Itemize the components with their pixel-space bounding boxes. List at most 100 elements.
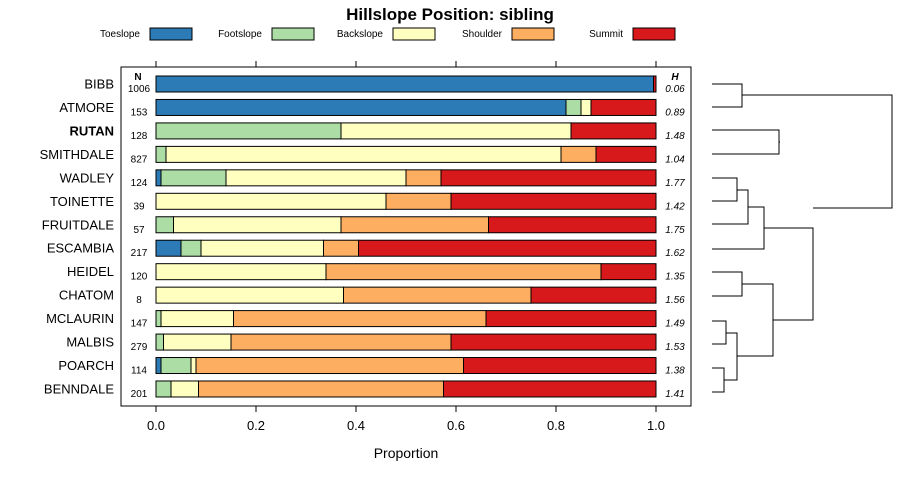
dendrogram-wadley-toinette xyxy=(712,177,738,202)
bar-poarch-summit xyxy=(463,357,657,375)
bar-poarch-shoulder xyxy=(195,357,464,375)
bar-smithdale-shoulder xyxy=(560,145,597,163)
category-label-poarch: POARCH xyxy=(58,358,114,373)
bar-escambia-summit xyxy=(358,239,657,257)
category-label-rutan: RUTAN xyxy=(69,123,114,138)
h-label-poarch: 1.38 xyxy=(665,366,685,377)
n-label-benndale: 201 xyxy=(131,389,148,400)
n-label-chatom: 8 xyxy=(136,295,142,306)
bar-malbis-backslope xyxy=(163,333,232,351)
h-label-chatom: 1.56 xyxy=(665,295,685,306)
dendrogram-fruitdale xyxy=(712,189,749,225)
legend-swatch-shoulder xyxy=(511,27,555,41)
h-label-atmore: 0.89 xyxy=(665,107,685,118)
legend-label-footslope: Footslope xyxy=(218,29,262,40)
bars xyxy=(155,75,657,398)
n-label-mclaurin: 147 xyxy=(131,319,148,330)
x-tick-label-0: 0.0 xyxy=(147,418,165,433)
bar-malbis-shoulder xyxy=(230,333,452,351)
bar-benndale-backslope xyxy=(170,380,199,398)
n-label-toinette: 39 xyxy=(133,201,145,212)
legend: Toeslope Footslope Backslope Shoulder Summit xyxy=(100,27,676,41)
category-label-smithdale: SMITHDALE xyxy=(40,147,115,162)
h-label-benndale: 1.41 xyxy=(665,389,684,400)
bar-toinette-summit xyxy=(450,192,657,210)
n-label-poarch: 114 xyxy=(131,366,147,377)
n-label-atmore: 153 xyxy=(131,107,148,118)
bar-chatom-shoulder xyxy=(343,286,532,304)
bar-wadley-footslope xyxy=(160,169,227,187)
x-tick-label-1: 0.2 xyxy=(247,418,265,433)
x-axis: 0.0 0.2 0.4 0.6 0.8 1.0 xyxy=(147,61,665,433)
category-label-fruitdale: FRUITDALE xyxy=(42,217,115,232)
category-label-benndale: BENNDALE xyxy=(44,381,114,396)
category-label-escambia: ESCAMBIA xyxy=(47,241,115,256)
bar-wadley-summit xyxy=(440,169,657,187)
h-label-escambia: 1.62 xyxy=(665,248,685,259)
bar-smithdale-footslope xyxy=(155,145,167,163)
bar-toinette-shoulder xyxy=(385,192,452,210)
legend-label-toeslope: Toeslope xyxy=(100,29,140,40)
bar-malbis-footslope xyxy=(155,333,164,351)
plot-panel xyxy=(120,66,692,407)
dendrogram-bibb-atmore xyxy=(712,83,743,108)
bar-escambia-footslope xyxy=(180,239,202,257)
bar-bibb-toeslope xyxy=(155,75,654,93)
category-labels: BIBB ATMORE RUTAN SMITHDALE WADLEY TOINETTE FR… xyxy=(40,77,115,397)
h-label-heidel: 1.35 xyxy=(665,272,685,283)
legend-label-backslope: Backslope xyxy=(337,29,384,40)
bar-malbis-summit xyxy=(450,333,657,351)
bar-poarch-footslope xyxy=(160,357,192,375)
n-labels: 1006 153 128 827 124 39 57 217 120 8 147 279 114 201 xyxy=(128,84,151,400)
dendrogram-mclaurin-malbis xyxy=(712,320,727,345)
h-labels: 0.06 0.89 1.48 1.04 1.77 1.42 1.75 1.62 1.35 1.56… xyxy=(665,84,685,400)
category-label-chatom: CHATOM xyxy=(59,288,114,303)
n-label-fruitdale: 57 xyxy=(133,225,145,236)
category-label-heidel: HEIDEL xyxy=(67,264,114,279)
h-label-toinette: 1.42 xyxy=(665,201,685,212)
h-label-rutan: 1.48 xyxy=(665,131,685,142)
bar-atmore-footslope xyxy=(565,98,582,116)
bar-escambia-shoulder xyxy=(323,239,359,257)
category-label-bibb: BIBB xyxy=(84,77,114,92)
bar-atmore-toeslope xyxy=(155,98,567,116)
h-label-malbis: 1.53 xyxy=(665,342,685,353)
x-axis-title: Proportion xyxy=(374,445,439,461)
n-label-rutan: 128 xyxy=(131,131,148,142)
bar-rutan-summit xyxy=(570,122,657,140)
bar-bibb-summit xyxy=(653,75,657,93)
legend-swatch-footslope xyxy=(271,27,315,41)
bar-wadley-backslope xyxy=(225,169,407,187)
bar-mclaurin-shoulder xyxy=(233,310,487,328)
legend-swatch-backslope xyxy=(392,27,436,41)
bar-rutan-footslope xyxy=(155,122,342,140)
legend-label-shoulder: Shoulder xyxy=(462,29,503,40)
h-label-mclaurin: 1.49 xyxy=(665,319,685,330)
h-label-fruitdale: 1.75 xyxy=(665,225,685,236)
dendrogram-heidel-chatom xyxy=(712,271,743,297)
bar-mclaurin-footslope xyxy=(155,310,162,328)
bar-heidel-shoulder xyxy=(325,263,602,281)
n-label-escambia: 217 xyxy=(131,248,148,259)
category-label-atmore: ATMORE xyxy=(59,100,114,115)
bar-benndale-summit xyxy=(443,380,657,398)
h-label-wadley: 1.77 xyxy=(665,178,685,189)
bar-benndale-shoulder xyxy=(198,380,444,398)
n-label-wadley: 124 xyxy=(131,178,148,189)
category-label-mclaurin: MCLAURIN xyxy=(46,311,114,326)
bar-rutan-backslope xyxy=(340,122,572,140)
bar-chatom-backslope xyxy=(155,286,344,304)
n-label-malbis: 279 xyxy=(131,342,148,353)
bar-atmore-backslope xyxy=(580,98,592,116)
bar-fruitdale-shoulder xyxy=(340,216,489,234)
legend-swatch-toeslope xyxy=(149,27,193,41)
bar-heidel-summit xyxy=(600,263,657,281)
bar-fruitdale-backslope xyxy=(173,216,342,234)
x-tick-label-3: 0.6 xyxy=(447,418,465,433)
n-label-heidel: 120 xyxy=(131,272,148,283)
x-tick-label-4: 0.8 xyxy=(547,418,565,433)
bar-wadley-shoulder xyxy=(405,169,442,187)
x-tick-label-5: 1.0 xyxy=(647,418,665,433)
h-label-smithdale: 1.04 xyxy=(665,154,685,165)
